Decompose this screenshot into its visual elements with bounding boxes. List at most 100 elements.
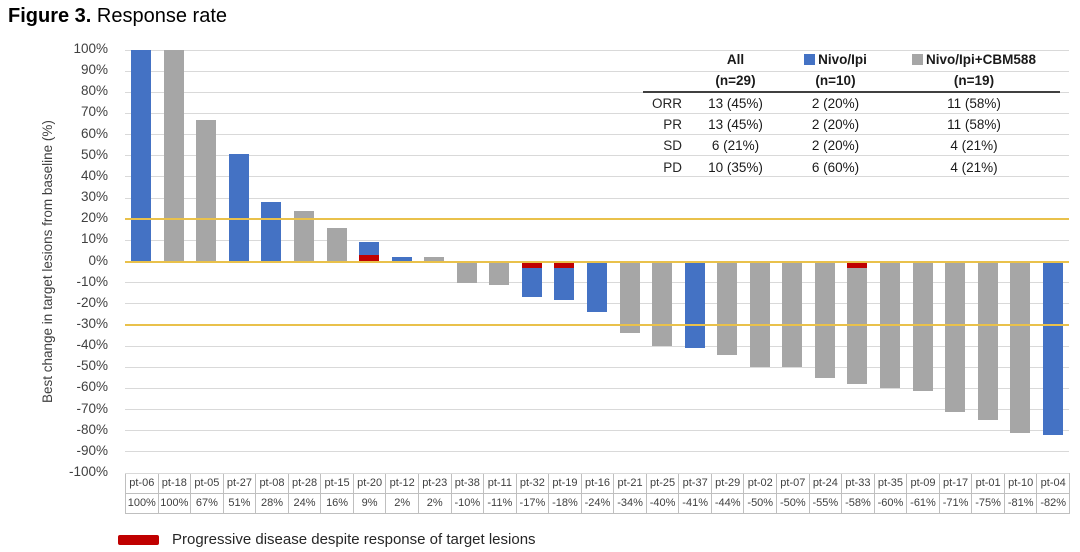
stats-value-pd-2: 4 (21%) <box>950 159 998 175</box>
figure-title-text: Response rate <box>91 5 227 27</box>
x-value-pt-11: -11% <box>484 494 517 514</box>
gridline--80 <box>125 430 1069 432</box>
x-label-pt-02: pt-02 <box>744 474 778 494</box>
bar-pt-28 <box>294 210 315 262</box>
stats-value-pr-2: 11 (58%) <box>947 117 1001 133</box>
y-tick-label-100: 100% <box>73 41 108 56</box>
stats-value-sd-0: 6 (21%) <box>711 138 760 154</box>
x-label-pt-24: pt-24 <box>809 474 843 494</box>
x-label-pt-08: pt-08 <box>256 474 289 494</box>
gridline-70 <box>125 112 1069 114</box>
y-tick-label--100: -100% <box>68 464 108 479</box>
gridline--50 <box>125 366 1069 368</box>
x-value-pt-06: 100% <box>126 494 159 514</box>
stats-row-label-pr: PR <box>663 117 682 133</box>
reference-line--30 <box>125 323 1069 326</box>
x-value-pt-27: 51% <box>223 494 257 514</box>
stats-value-sd-2: 4 (21%) <box>950 138 998 154</box>
figure-title-prefix: Figure 3. <box>8 5 92 27</box>
stats-n-0: (n=29) <box>688 70 783 93</box>
x-label-pt-35: pt-35 <box>874 474 908 494</box>
y-tick-label--80: -80% <box>76 421 108 437</box>
bar-pt-16 <box>587 261 607 313</box>
x-value-pt-38: -10% <box>451 494 485 514</box>
pd-marker-pt-32 <box>521 261 542 268</box>
pd-legend: Progressive disease despite response of … <box>118 531 536 548</box>
bar-pt-32 <box>521 261 542 298</box>
x-label-pt-29: pt-29 <box>711 474 745 494</box>
x-value-pt-04: -82% <box>1037 494 1070 514</box>
bar-pt-19 <box>554 261 575 300</box>
x-value-pt-16: -24% <box>581 494 615 514</box>
bar-pt-01 <box>977 261 998 421</box>
y-tick-label--20: -20% <box>76 294 108 310</box>
gridline-50 <box>125 155 1069 157</box>
stats-value-orr-0: 13 (45%) <box>708 96 763 111</box>
x-value-pt-07: -50% <box>777 494 810 514</box>
y-tick-label-0: 0% <box>88 252 108 268</box>
x-value-pt-18: 100% <box>158 494 192 514</box>
x-label-pt-38: pt-38 <box>451 474 485 494</box>
bar-pt-10 <box>1010 261 1031 433</box>
response-stats-table: All Nivo/Ipi Nivo/Ipi+CBM588 (n=29) (n=10) (n… <box>643 49 1060 178</box>
bar-pt-09 <box>912 261 933 391</box>
x-value-pt-24: -55% <box>809 494 843 514</box>
reference-line-0 <box>125 260 1069 263</box>
x-label-pt-28: pt-28 <box>288 474 322 494</box>
stats-header-group-2: Nivo/Ipi+CBM588 <box>888 49 1060 70</box>
y-tick-label-80: 80% <box>80 83 108 99</box>
stats-row-label-orr: ORR <box>652 96 682 111</box>
gridline--60 <box>125 387 1069 389</box>
y-tick-label--50: -50% <box>76 358 108 374</box>
x-label-pt-19: pt-19 <box>549 474 582 494</box>
legend-swatch-icon <box>804 54 816 65</box>
stats-corner-blank <box>643 49 688 70</box>
x-value-pt-28: 24% <box>288 494 322 514</box>
x-label-pt-23: pt-23 <box>418 474 452 494</box>
y-tick-label--30: -30% <box>76 315 108 331</box>
x-value-pt-10: -81% <box>1004 494 1038 514</box>
y-tick-label--70: -70% <box>76 400 108 416</box>
bar-pt-06 <box>131 50 152 262</box>
x-label-pt-06: pt-06 <box>126 474 159 494</box>
x-label-pt-18: pt-18 <box>158 474 192 494</box>
stats-value-sd-1: 2 (20%) <box>811 138 860 154</box>
bar-pt-11 <box>489 261 510 285</box>
x-value-pt-17: -71% <box>939 494 973 514</box>
x-value-pt-02: -50% <box>744 494 778 514</box>
x-label-pt-21: pt-21 <box>614 474 647 494</box>
y-tick-label-40: 40% <box>80 167 108 183</box>
x-label-pt-15: pt-15 <box>321 474 354 494</box>
x-value-pt-12: 2% <box>386 494 419 514</box>
x-value-pt-09: -61% <box>907 494 940 514</box>
y-tick-label--40: -40% <box>76 337 108 353</box>
x-value-pt-01: -75% <box>972 494 1005 514</box>
gridline-30 <box>125 197 1069 199</box>
bar-pt-17 <box>945 261 966 412</box>
x-label-pt-10: pt-10 <box>1004 474 1038 494</box>
x-label-pt-17: pt-17 <box>939 474 973 494</box>
reference-line-20 <box>125 218 1069 221</box>
y-tick-label-10: 10% <box>80 231 108 247</box>
bar-pt-24 <box>814 261 835 378</box>
bar-pt-02 <box>749 261 770 368</box>
y-tick-label-90: 90% <box>80 62 108 78</box>
gridline-80 <box>125 91 1069 93</box>
x-label-pt-16: pt-16 <box>581 474 615 494</box>
pd-legend-swatch-icon <box>118 534 159 545</box>
y-tick-label--60: -60% <box>76 379 108 395</box>
bar-pt-15 <box>326 227 347 262</box>
x-value-pt-37: -41% <box>679 494 712 514</box>
gridline-40 <box>125 176 1069 178</box>
x-value-pt-25: -40% <box>646 494 680 514</box>
figure-title: Figure 3. Response rate <box>8 5 227 28</box>
y-tick-label-70: 70% <box>80 104 108 120</box>
bar-pt-38 <box>456 261 477 283</box>
bar-pt-21 <box>619 261 640 334</box>
gridline--90 <box>125 451 1069 453</box>
stats-value-pd-0: 10 (35%) <box>708 159 763 175</box>
x-label-pt-05: pt-05 <box>191 474 224 494</box>
pd-marker-pt-19 <box>554 261 575 268</box>
y-tick-label-30: 30% <box>80 189 108 205</box>
bar-pt-37 <box>684 261 705 349</box>
